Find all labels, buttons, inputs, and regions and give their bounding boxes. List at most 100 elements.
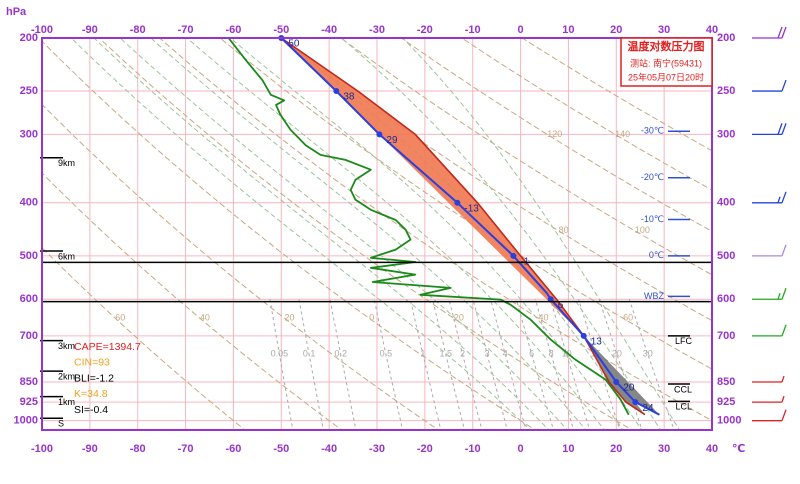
time: 25年05月07日20时 bbox=[628, 71, 704, 82]
x-tick-label: -90 bbox=[82, 443, 98, 455]
y-tick-label: 300 bbox=[20, 128, 38, 140]
mixing-ratio-label: 6 bbox=[529, 349, 534, 359]
height-label: 1km bbox=[58, 397, 75, 407]
y-tick-label-right: 700 bbox=[717, 330, 735, 342]
y-tick-label: 700 bbox=[20, 330, 38, 342]
temperature-label: 50 bbox=[288, 39, 300, 50]
dry-adiabat bbox=[98, 38, 634, 430]
mixing-ratio-line bbox=[534, 299, 575, 430]
mixing-ratio-line bbox=[598, 299, 643, 430]
level-label: -30℃ bbox=[641, 126, 664, 136]
temperature-line bbox=[280, 37, 660, 416]
dry-adiabat-label: 40 bbox=[200, 313, 210, 323]
wind-barb bbox=[752, 324, 787, 337]
x-tick-label-top: -90 bbox=[82, 24, 98, 36]
dry-adiabat-label: 120 bbox=[547, 129, 562, 139]
moist-adiabat bbox=[186, 38, 606, 430]
level-label: LCL bbox=[675, 402, 692, 412]
dry-adiabat bbox=[42, 103, 440, 430]
mixing-ratio-label: 3 bbox=[485, 349, 490, 359]
barb-feather bbox=[781, 324, 787, 337]
dry-adiabat-label: 60 bbox=[115, 313, 125, 323]
y-axis-label: hPa bbox=[6, 6, 27, 18]
x-tick-label-top: 40 bbox=[706, 24, 718, 36]
plot-layer: 503829-13-161320249km6km3km2km1kmS-30℃-2… bbox=[40, 35, 712, 429]
y-tick-label: 500 bbox=[20, 250, 38, 262]
moist-adiabat bbox=[93, 38, 550, 430]
wind-barb bbox=[752, 395, 785, 403]
y-tick-label-right: 400 bbox=[717, 197, 735, 209]
chart-title: 温度对数压力图 bbox=[628, 39, 705, 53]
temperature-label: 29 bbox=[386, 135, 398, 146]
dry-adiabat bbox=[279, 38, 712, 322]
index-label: CIN=93 bbox=[74, 357, 110, 369]
temperature-point bbox=[547, 296, 554, 303]
barb-feather bbox=[781, 26, 787, 39]
x-tick-label: -100 bbox=[31, 443, 53, 455]
mixing-ratio-label: 0.5 bbox=[380, 349, 393, 359]
moist-adiabat bbox=[229, 38, 624, 430]
dry-adiabat bbox=[42, 172, 343, 430]
dry-adiabat bbox=[42, 246, 246, 430]
wind-barb bbox=[752, 26, 787, 39]
moist-adiabat bbox=[119, 38, 568, 430]
y-tick-label: 250 bbox=[20, 85, 38, 97]
temperature-label: 13 bbox=[591, 337, 603, 348]
height-label: S bbox=[58, 419, 64, 429]
barb-feather bbox=[777, 293, 781, 300]
title-box bbox=[620, 37, 713, 87]
temperature-label: 6 bbox=[558, 300, 564, 311]
x-tick-label-top: -10 bbox=[465, 24, 481, 36]
y-tick-label: 1000 bbox=[14, 415, 38, 427]
barb-feather bbox=[781, 409, 787, 421]
mixing-ratio-label: 20 bbox=[612, 349, 622, 359]
dry-adiabat-label: 20 bbox=[285, 313, 295, 323]
dry-adiabat-label: 0 bbox=[369, 313, 374, 323]
y-tick-label-right: 600 bbox=[717, 293, 735, 305]
barb-feather bbox=[781, 123, 787, 135]
dry-adiabat-label: 140 bbox=[615, 129, 630, 139]
y-tick-label-right: 300 bbox=[717, 128, 735, 140]
barb-feather bbox=[781, 244, 787, 257]
temperature-point bbox=[333, 88, 340, 95]
mixing-ratio-label: 4 bbox=[503, 349, 508, 359]
level-label: -20℃ bbox=[641, 172, 664, 182]
y-tick-label: 850 bbox=[20, 376, 38, 388]
y-tick-label: 400 bbox=[20, 197, 38, 209]
index-label: CAPE=1394.7 bbox=[74, 341, 141, 353]
x-tick-label: -30 bbox=[369, 443, 385, 455]
mixing-ratio-line bbox=[373, 299, 404, 430]
wind-barb bbox=[752, 191, 787, 204]
y-tick-label-right: 925 bbox=[717, 396, 735, 408]
x-tick-label-top: -20 bbox=[417, 24, 433, 36]
x-tick-label: -10 bbox=[465, 443, 481, 455]
x-tick-label-top: -40 bbox=[321, 24, 337, 36]
x-tick-label: 20 bbox=[610, 443, 622, 455]
wind-barb bbox=[752, 79, 787, 92]
wind-barb bbox=[752, 287, 787, 300]
wind-barb bbox=[752, 244, 787, 257]
dewpoint-line bbox=[227, 37, 630, 416]
mixing-ratio-line bbox=[578, 299, 621, 430]
dry-adiabat-label: 80 bbox=[559, 225, 569, 235]
temperature-label: 24 bbox=[642, 403, 654, 414]
height-label: 2km bbox=[58, 372, 75, 382]
barb-feather bbox=[781, 375, 785, 383]
mixing-ratio-line bbox=[409, 299, 442, 430]
dry-adiabat-label: 40 bbox=[538, 313, 548, 323]
dry-adiabat-label: 100 bbox=[635, 225, 650, 235]
x-tick-label-top: -60 bbox=[225, 24, 241, 36]
temperature-point bbox=[580, 332, 587, 339]
wind-barb bbox=[752, 123, 787, 136]
x-tick-label-top: -100 bbox=[31, 24, 53, 36]
mixing-ratio-label: 1.5 bbox=[440, 349, 453, 359]
barb-feather bbox=[777, 123, 783, 135]
x-tick-label-top: 30 bbox=[658, 24, 670, 36]
temperature-point bbox=[613, 379, 620, 386]
x-tick-label: -50 bbox=[273, 443, 289, 455]
x-tick-label: -80 bbox=[130, 443, 146, 455]
level-label: LFC bbox=[675, 336, 693, 346]
moist-adiabat bbox=[150, 38, 587, 430]
height-label: 3km bbox=[58, 341, 75, 351]
